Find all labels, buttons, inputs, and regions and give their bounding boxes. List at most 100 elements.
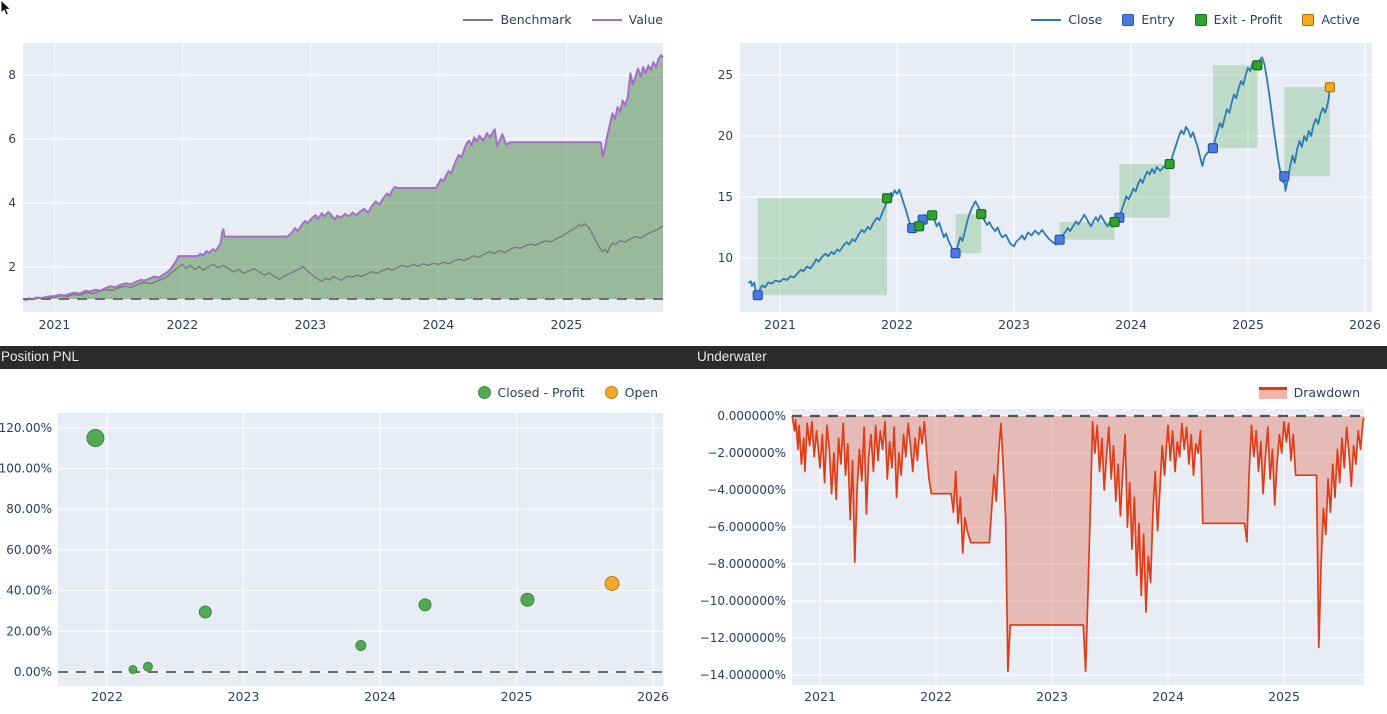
plot-area-position-pnl[interactable] <box>58 413 663 686</box>
drawdown-line <box>791 415 1365 673</box>
legend-item-close[interactable]: Close <box>1031 12 1102 27</box>
legend-item-value[interactable]: Value <box>591 12 663 27</box>
legend-item-closed-profit[interactable]: Closed - Profit <box>477 385 585 400</box>
x-tick-label: 2025 <box>501 689 533 704</box>
legend-underwater: Drawdown <box>792 385 1360 400</box>
x-tick-label: 2024 <box>422 317 454 332</box>
y-tick-label: 10 <box>718 251 733 265</box>
legend-item-drawdown[interactable]: Drawdown <box>1258 385 1360 400</box>
x-tick-label: 2025 <box>1268 689 1300 704</box>
chart-equity-curve: 2021 2022 2023 2024 2025 2 4 6 8 <box>8 43 664 332</box>
entry-marker <box>1207 143 1219 154</box>
legend-label: Open <box>624 385 658 400</box>
value-area-fill <box>23 55 663 301</box>
square-swatch-icon <box>1122 13 1135 26</box>
trade-zone <box>1119 164 1170 218</box>
x-tick-label: 2025 <box>550 317 582 332</box>
legend-label: Closed - Profit <box>497 385 585 400</box>
y-tick-label: −4.000000% <box>707 483 786 497</box>
x-tick-label: 2023 <box>998 317 1030 332</box>
y-tick-label: −10.000000% <box>700 594 786 608</box>
y-tick-label: 2 <box>8 260 16 274</box>
exit-profit-marker <box>976 208 987 220</box>
legend-label: Benchmark <box>500 12 572 27</box>
x-tick-label: 2022 <box>920 689 952 704</box>
plot-area-underwater[interactable] <box>792 409 1364 685</box>
x-tick-label: 2021 <box>764 317 796 332</box>
x-tick-label: 2025 <box>1232 317 1264 332</box>
x-tick-label: 2024 <box>1152 689 1184 704</box>
entry-marker <box>1279 171 1290 182</box>
legend-label: Active <box>1321 12 1360 27</box>
closed-profit-point <box>86 428 105 447</box>
legend-label: Entry <box>1141 12 1175 27</box>
closed-profit-point <box>355 640 367 652</box>
trade-zone <box>1212 65 1258 149</box>
line-swatch-icon <box>591 18 622 21</box>
entry-marker <box>752 290 763 301</box>
y-tick-label: 6 <box>8 132 16 146</box>
area-swatch-icon <box>1258 386 1287 399</box>
y-tick-label: 15 <box>718 190 733 204</box>
drawdown-area-fill <box>792 416 1364 672</box>
line-swatch-icon <box>1031 18 1062 21</box>
x-tick-label: 2021 <box>38 317 70 332</box>
legend-item-active[interactable]: Active <box>1302 12 1360 27</box>
legend-item-entry[interactable]: Entry <box>1122 12 1175 27</box>
square-swatch-icon <box>1194 13 1207 26</box>
x-tick-label: 2022 <box>881 317 913 332</box>
legend-label: Close <box>1068 12 1103 27</box>
exit-profit-marker <box>881 193 893 204</box>
legend-label: Value <box>628 12 663 27</box>
close-line <box>747 56 1331 297</box>
entry-marker <box>950 248 961 259</box>
section-header-bar: Position PNL Underwater <box>0 346 1387 369</box>
y-tick-label: 4 <box>8 196 16 210</box>
y-tick-label: −6.000000% <box>707 520 786 534</box>
x-tick-label: 2024 <box>364 689 396 704</box>
plot-area-equity-curve[interactable] <box>23 43 663 312</box>
x-tick-label: 2021 <box>804 689 836 704</box>
y-tick-label: −14.000000% <box>700 668 786 682</box>
exit-profit-marker <box>926 210 938 221</box>
x-tick-label: 2026 <box>1349 317 1381 332</box>
x-tick-label: 2023 <box>1036 689 1068 704</box>
circle-swatch-icon <box>604 386 618 399</box>
y-tick-label: 0.000000% <box>717 409 786 423</box>
chart-underwater: 2021 2022 2023 2024 2025 0.000000% −2.000000% −… <box>700 409 1365 704</box>
closed-profit-point <box>198 605 212 619</box>
chart-position-pnl: 2022 2023 2024 2025 2026 0.00% 20.00% 40.00% 60.… <box>0 413 669 704</box>
y-tick-label: 20 <box>718 129 733 143</box>
line-swatch-icon <box>463 18 494 21</box>
y-tick-label: −2.000000% <box>707 446 786 460</box>
y-tick-label: −8.000000% <box>707 557 786 571</box>
y-tick-label: 100.00% <box>0 462 52 476</box>
circle-swatch-icon <box>477 386 491 399</box>
closed-profit-point <box>520 592 535 607</box>
y-tick-label: 60.00% <box>6 543 52 557</box>
x-tick-label: 2024 <box>1115 317 1147 332</box>
legend-item-benchmark[interactable]: Benchmark <box>463 12 572 27</box>
y-tick-label: 120.00% <box>0 421 52 435</box>
section-title-position-pnl: Position PNL <box>1 349 80 364</box>
plot-background <box>740 43 1372 312</box>
y-tick-label: 20.00% <box>6 624 52 638</box>
legend-equity: Benchmark Value <box>23 12 663 27</box>
y-tick-label: 25 <box>718 68 733 82</box>
legend-label: Drawdown <box>1293 385 1360 400</box>
active-marker <box>1324 82 1336 93</box>
x-tick-label: 2022 <box>91 689 123 704</box>
benchmark-line <box>22 222 664 302</box>
y-tick-label: 0.00% <box>14 665 52 679</box>
value-line <box>22 54 664 302</box>
plot-area-price-trades[interactable] <box>740 43 1372 312</box>
legend-item-open[interactable]: Open <box>604 385 658 400</box>
x-tick-label: 2026 <box>637 689 669 704</box>
closed-profit-point <box>418 598 432 612</box>
exit-profit-marker <box>914 221 925 232</box>
y-tick-label: 40.00% <box>6 584 52 598</box>
legend-item-exit-profit[interactable]: Exit - Profit <box>1194 12 1283 27</box>
legend-label: Exit - Profit <box>1213 12 1283 27</box>
